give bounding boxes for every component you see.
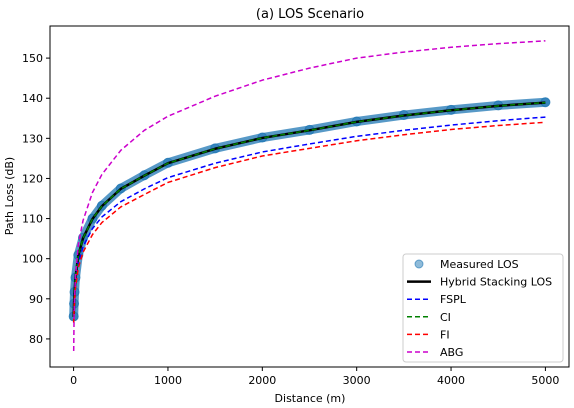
y-axis-title: Path Loss (dB) — [3, 157, 16, 235]
y-tick-label: 120 — [22, 172, 43, 185]
x-tick-label: 5000 — [531, 374, 559, 387]
legend-label: FSPL — [440, 293, 467, 306]
legend: Measured LOS Hybrid Stacking LOS FSPL CI FI A… — [402, 253, 564, 363]
y-tick-label: 130 — [22, 132, 43, 145]
y-tick-label: 110 — [22, 213, 43, 226]
x-tick-label: 0 — [70, 374, 77, 387]
series-ci-line — [72, 101, 546, 317]
x-tick-label: 3000 — [343, 374, 371, 387]
series-fi-line — [72, 121, 546, 323]
legend-label: FI — [440, 328, 450, 341]
legend-marker — [414, 259, 424, 269]
x-tick-label: 1000 — [154, 374, 182, 387]
y-axis: 80 90 100 110 120 130 140 150 — [22, 52, 50, 346]
chart-title: (a) LOS Scenario — [256, 7, 364, 22]
y-tick-label: 100 — [22, 253, 43, 266]
legend-label: Measured LOS — [440, 258, 519, 271]
y-tick-label: 140 — [22, 92, 43, 105]
x-tick-label: 4000 — [437, 374, 465, 387]
plot-frame — [49, 25, 570, 368]
x-axis: 0 1000 2000 3000 4000 5000 — [70, 367, 559, 387]
y-tick-label: 80 — [29, 333, 43, 346]
legend-label: CI — [440, 311, 451, 324]
series-abg-line — [72, 40, 546, 351]
legend-frame — [402, 253, 564, 363]
x-axis-title: Distance (m) — [275, 392, 346, 405]
legend-label: Hybrid Stacking LOS — [440, 276, 552, 289]
series-layer — [68, 40, 551, 351]
x-tick-label: 2000 — [248, 374, 276, 387]
legend-label: ABG — [440, 346, 463, 359]
y-tick-label: 150 — [22, 52, 43, 65]
y-tick-label: 90 — [29, 293, 43, 306]
